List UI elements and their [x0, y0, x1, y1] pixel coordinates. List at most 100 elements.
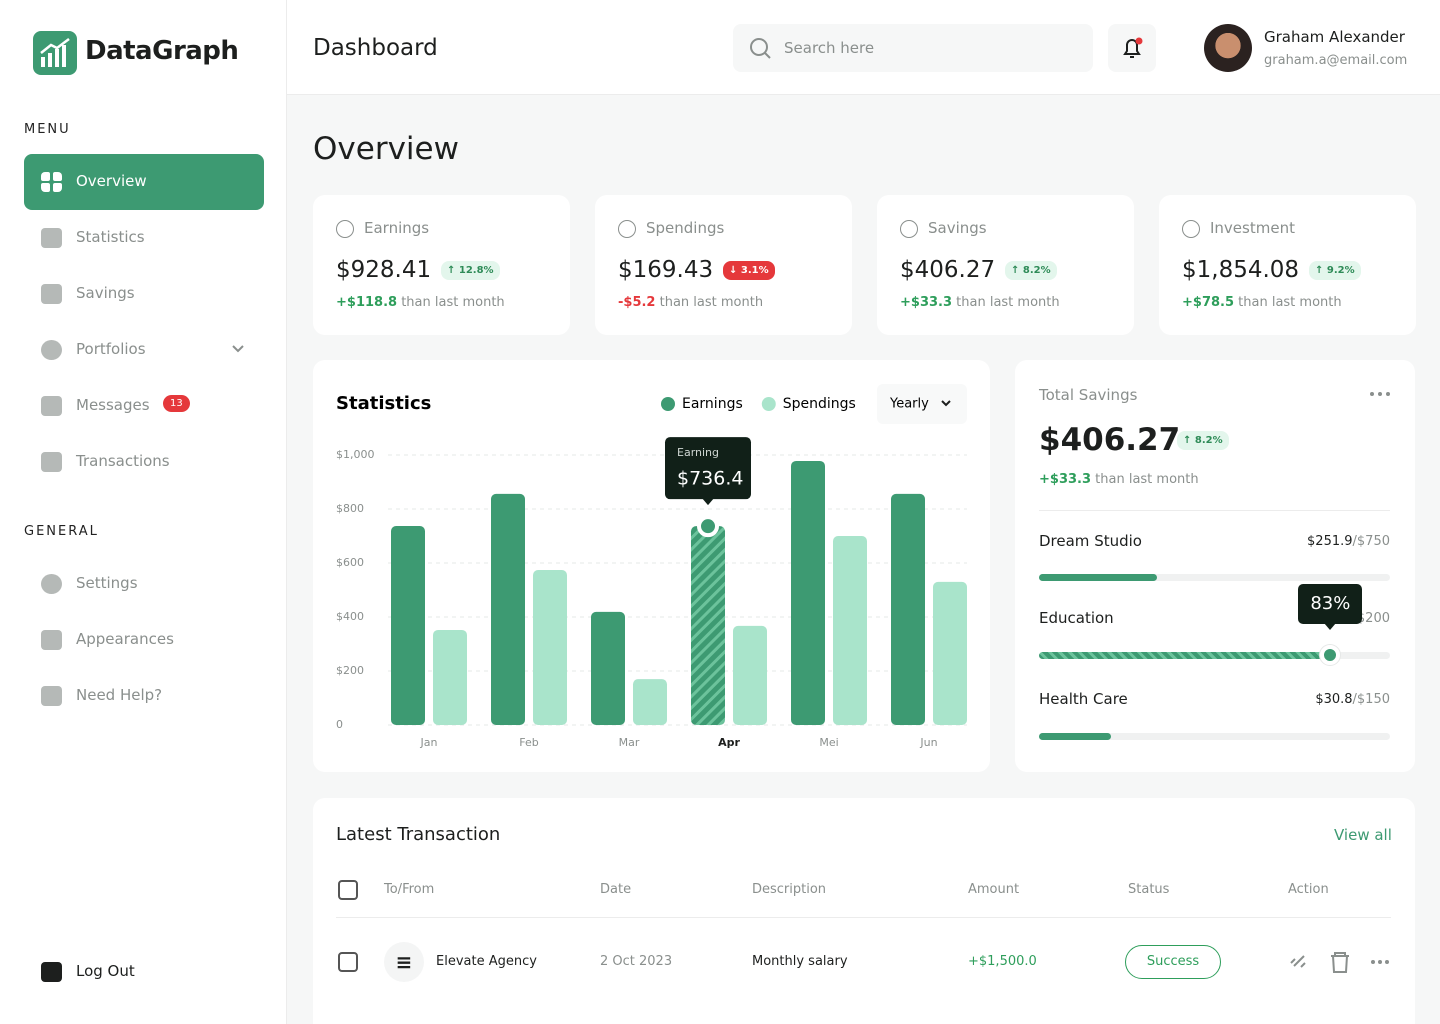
highlight-dot [697, 515, 719, 538]
goal-progress [1039, 652, 1331, 659]
summary-card: Earnings $928.41 ↑ 12.8% +$118.8 than last … [313, 195, 570, 335]
logo[interactable] [33, 31, 77, 75]
avatar[interactable] [1204, 24, 1252, 72]
card-change-row: +$78.5 than last month [1182, 295, 1342, 310]
card-label: Earnings [364, 219, 430, 237]
card-badge: ↑ 8.2% [1005, 261, 1057, 280]
card-label: Savings [928, 219, 987, 237]
page-title: Overview [313, 131, 459, 167]
goal-current: $251.9 [1307, 534, 1353, 549]
card-change: +$118.8 [336, 295, 398, 310]
goal-track [1039, 574, 1390, 581]
savings-badge: ↑ 8.2% [1177, 431, 1229, 450]
savings-value: $406.27 [1039, 422, 1181, 458]
general-label: GENERAL [24, 524, 99, 539]
statistics-chart: Statistics Yearly 0 $200 $400 $600 $800 $1,00… [336, 384, 967, 749]
period-chevron [941, 400, 951, 407]
card-label: Investment [1210, 219, 1295, 237]
cell-date: 2 Oct 2023 [600, 954, 673, 969]
nav-label: Savings [76, 284, 135, 302]
summary-card: Spendings $169.43 ↓ 3.1% -$5.2 than last mo… [595, 195, 852, 335]
search-placeholder: Search here [784, 39, 875, 57]
nav-item[interactable]: Portfolios [24, 322, 264, 378]
card-icon [1182, 220, 1200, 238]
card-icon [618, 220, 636, 238]
delete-icon[interactable] [1331, 952, 1349, 973]
legend-label: Earnings [682, 396, 743, 412]
row-actions [1290, 952, 1389, 973]
card-note: than last month [1238, 295, 1342, 310]
user-email: graham.a@email.com [1264, 53, 1408, 68]
tooltip-arrow [702, 498, 714, 506]
period-label: Yearly [889, 397, 929, 412]
goal-tooltip-arrow [1324, 623, 1337, 630]
checkbox[interactable] [338, 952, 358, 972]
card-icon [900, 220, 918, 238]
nav-item[interactable]: Settings [24, 556, 264, 612]
card-note: than last month [659, 295, 764, 310]
nav-item[interactable]: Need Help? [24, 668, 264, 724]
sidebar: DataGraph MENU Overview Statistics Savin… [0, 0, 287, 1024]
bar [533, 570, 567, 725]
link-icon[interactable] [1290, 955, 1306, 968]
tooltip-bg [665, 437, 751, 500]
nav-label: Transactions [76, 452, 170, 470]
column-header: Amount [968, 882, 1020, 897]
goal-name: Education [1039, 609, 1114, 627]
nav-item[interactable]: Statistics [24, 210, 264, 266]
more-icon[interactable] [1369, 390, 1391, 398]
nav-icon [41, 172, 62, 192]
nav-label: Messages [76, 396, 150, 414]
nav-item[interactable]: Messages 13 [24, 378, 264, 434]
logout[interactable]: Log Out [24, 944, 264, 1000]
nav-label: Statistics [76, 228, 145, 246]
card-badge: ↑ 9.2% [1309, 261, 1361, 280]
cell-description: Monthly salary [752, 954, 848, 969]
period-select[interactable] [877, 384, 967, 424]
header: Dashboard Search here Graham Alexander g… [287, 0, 1440, 95]
nav-item[interactable]: Appearances [24, 612, 264, 668]
card-value: $1,854.08 [1182, 257, 1300, 283]
nav-item[interactable]: Transactions [24, 434, 264, 490]
header-title: Dashboard [313, 35, 438, 61]
goal-tooltip: 83% [1298, 584, 1363, 624]
card-value: $169.43 [618, 257, 714, 283]
card-badge: ↓ 3.1% [723, 261, 775, 280]
panel-title: Statistics [336, 393, 431, 414]
notification-button[interactable] [1108, 24, 1156, 72]
logout-label: Log Out [76, 962, 135, 980]
column-header: Action [1288, 882, 1329, 897]
checkbox[interactable] [338, 880, 358, 900]
bar [691, 526, 725, 725]
x-tick-label: Mar [619, 736, 640, 749]
goal-target: /$150 [1352, 692, 1390, 707]
goal-target: /$750 [1352, 534, 1390, 549]
search-box[interactable]: Search here [733, 24, 1093, 72]
y-tick-label: $1,000 [336, 448, 375, 461]
nav-item[interactable]: Savings [24, 266, 264, 322]
menu-label: MENU [24, 122, 71, 137]
bar [391, 526, 425, 725]
bar [591, 611, 625, 725]
card-change: -$5.2 [618, 295, 656, 310]
y-tick-label: 0 [336, 718, 343, 731]
card-value: $406.27 [900, 257, 996, 283]
legend-label: Spendings [783, 396, 856, 412]
divider [1039, 510, 1390, 511]
total-savings-panel: Total Savings $406.27 ↑ 8.2% +$33.3 than… [1015, 360, 1415, 772]
bar [891, 493, 925, 725]
card-change: +$78.5 [1182, 295, 1235, 310]
nav-item[interactable]: Overview [24, 154, 264, 210]
brand: DataGraph [85, 36, 239, 66]
cell-name: Elevate Agency [436, 954, 537, 969]
more-icon[interactable] [1371, 960, 1389, 964]
nav-label: Portfolios [76, 340, 146, 358]
goal-name: Health Care [1039, 690, 1128, 708]
x-tick-label: Jan [420, 736, 438, 749]
view-all-link[interactable]: View all [1334, 826, 1392, 844]
card-note: than last month [956, 295, 1060, 310]
nav-label: Appearances [76, 630, 174, 648]
goal-knob [1320, 645, 1341, 665]
search-icon [750, 38, 771, 59]
